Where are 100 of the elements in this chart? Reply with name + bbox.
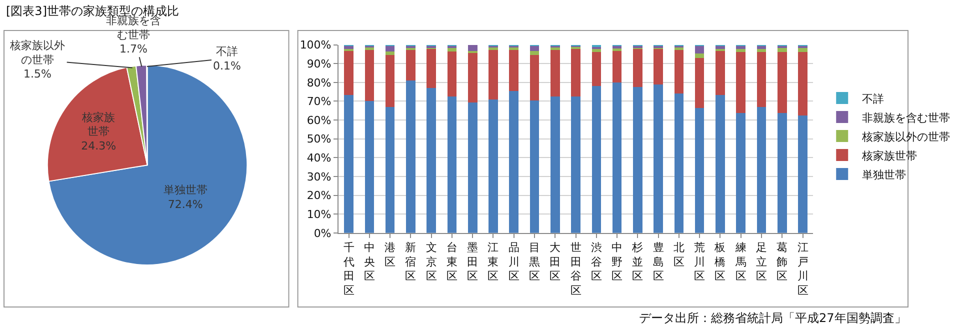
bar <box>447 48 457 52</box>
bar <box>426 88 436 233</box>
y-tick-label: 80% <box>306 76 332 90</box>
slice-label: 核家族以外の世帯 <box>9 39 65 66</box>
bar <box>654 49 663 84</box>
bar <box>777 52 787 113</box>
bar <box>447 51 457 97</box>
bar <box>736 49 746 52</box>
x-tick-label: 新宿区 <box>405 241 416 283</box>
bar <box>509 91 519 233</box>
bar <box>756 52 766 107</box>
bar <box>798 116 808 233</box>
x-tick-label: 足立区 <box>756 241 767 283</box>
bar <box>674 50 684 94</box>
bar <box>756 49 766 52</box>
x-tick-label: 中野区 <box>612 241 623 283</box>
bar <box>509 47 519 50</box>
bar <box>674 94 684 233</box>
bar <box>344 46 354 49</box>
bar <box>364 49 374 102</box>
y-tick-label: 40% <box>306 152 332 165</box>
bar <box>612 51 622 82</box>
x-tick-label: 江東区 <box>488 241 499 283</box>
x-tick-label: 渋谷区 <box>590 241 602 283</box>
bar <box>468 102 478 233</box>
bar <box>736 46 746 50</box>
x-tick-label: 世田谷区 <box>570 241 582 297</box>
y-tick-label: 60% <box>306 114 332 127</box>
x-tick-label: 杉並区 <box>631 241 644 283</box>
slice-label: 不詳 <box>216 45 238 58</box>
x-tick-label: 文京区 <box>426 241 437 283</box>
bar <box>344 50 354 96</box>
bar <box>447 96 457 233</box>
chart-title: [図表3]世帯の家族類型の構成比 <box>6 4 179 18</box>
legend-label: 単独世帯 <box>862 168 906 182</box>
bar <box>694 53 704 58</box>
x-tick-label: 豊島区 <box>652 241 664 283</box>
bar <box>550 96 560 233</box>
bar <box>509 50 519 92</box>
x-tick-label: 目黒区 <box>529 241 540 283</box>
bar <box>364 47 374 50</box>
bar <box>385 106 395 233</box>
y-tick-label: 30% <box>306 170 332 184</box>
bar <box>530 46 540 51</box>
bar <box>426 49 436 88</box>
y-tick-label: 10% <box>306 208 332 221</box>
bar <box>530 54 540 101</box>
data-label: 24.3% <box>81 140 116 153</box>
bar <box>674 47 684 50</box>
bar <box>654 84 663 233</box>
y-tick-label: 20% <box>306 189 332 202</box>
y-tick-label: 70% <box>306 95 332 108</box>
x-tick-label: 板橋区 <box>714 241 726 283</box>
bar <box>736 112 746 233</box>
legend-label: 核家族世帯 <box>861 149 918 162</box>
bar <box>468 53 478 103</box>
bar <box>716 51 725 96</box>
bar <box>777 112 787 233</box>
text: データ出所：総務省統計局「平成27年国勢調査」 <box>639 311 906 325</box>
x-tick-label: 港区 <box>384 241 396 268</box>
bar <box>488 50 498 100</box>
bar <box>592 86 602 233</box>
bar <box>633 86 642 233</box>
bar <box>550 50 560 97</box>
bar <box>633 49 642 87</box>
bar <box>694 108 704 233</box>
x-tick-label: 江戸川区 <box>797 241 808 297</box>
x-tick-label: 北区 <box>673 241 684 268</box>
bar <box>756 106 766 233</box>
x-tick-label: 練馬区 <box>734 241 746 283</box>
bar <box>344 95 354 233</box>
bar <box>385 51 395 56</box>
bar <box>571 49 580 97</box>
bar <box>530 50 540 55</box>
bar <box>592 49 602 52</box>
bar <box>777 48 787 52</box>
bar <box>716 95 725 233</box>
bar <box>736 52 746 113</box>
bar <box>488 47 498 50</box>
bar <box>798 48 808 52</box>
bar <box>468 44 478 51</box>
x-tick-label: 荒川区 <box>694 241 706 283</box>
legend-label: 不詳 <box>862 92 884 106</box>
bar <box>530 100 540 233</box>
y-tick-label: 0% <box>314 226 332 240</box>
bar <box>592 52 602 86</box>
x-tick-label: 墨田区 <box>467 241 478 283</box>
data-label: 1.7% <box>120 42 148 56</box>
bar <box>612 82 622 233</box>
legend-label: 非親族を含む世帯 <box>862 111 950 124</box>
data-label: 1.5% <box>24 68 52 81</box>
bar <box>694 58 704 108</box>
slice-label: 核家族世帯 <box>81 110 116 138</box>
slice-label: 単独世帯 <box>163 184 208 197</box>
x-tick-label: 台東区 <box>446 241 458 283</box>
x-tick-label: 品川区 <box>508 241 520 283</box>
bar <box>571 96 580 233</box>
bar <box>716 46 725 49</box>
bar <box>468 50 478 54</box>
bar <box>385 55 395 107</box>
